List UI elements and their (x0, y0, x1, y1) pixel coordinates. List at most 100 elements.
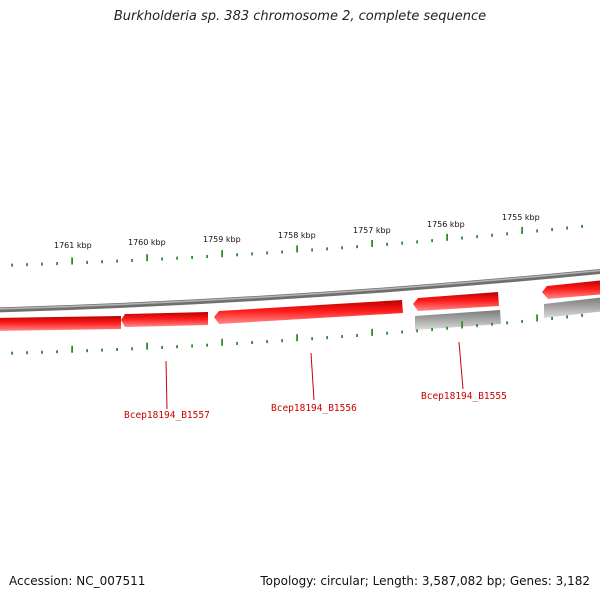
minor-tick (191, 255, 193, 259)
minor-tick (41, 350, 43, 354)
minor-tick (401, 330, 403, 334)
major-tick (146, 254, 148, 262)
major-tick (521, 226, 523, 234)
minor-tick (56, 262, 58, 266)
upper-ticks (11, 224, 583, 267)
major-tick (221, 250, 223, 258)
minor-tick (551, 227, 553, 231)
reverse-strand-genes (415, 297, 600, 330)
major-tick (371, 328, 373, 336)
minor-tick (11, 263, 13, 267)
minor-tick (431, 328, 433, 332)
chromosome-backbone (0, 268, 600, 313)
minor-tick (566, 315, 568, 319)
minor-tick (191, 344, 193, 348)
major-tick (296, 245, 298, 253)
minor-tick (26, 351, 28, 355)
minor-tick (266, 340, 268, 344)
gene-feature-5[interactable] (542, 280, 600, 299)
gene-feature-1[interactable] (0, 316, 121, 331)
minor-tick (566, 226, 568, 230)
major-tick (71, 345, 73, 353)
minor-tick (416, 240, 418, 244)
gene-label-b1556[interactable]: Bcep18194_B1556 (271, 403, 357, 414)
major-tick (296, 334, 298, 342)
scale-label-1755: 1755 kbp (502, 213, 540, 222)
minor-tick (581, 313, 583, 317)
minor-tick (476, 235, 478, 239)
minor-tick (521, 319, 523, 323)
minor-tick (236, 253, 238, 257)
minor-tick (41, 262, 43, 266)
minor-tick (206, 255, 208, 259)
minor-tick (356, 333, 358, 337)
lower-scale-ruler (11, 313, 583, 355)
topology-summary: Topology: circular; Length: 3,587,082 bp… (260, 574, 590, 588)
minor-tick (251, 341, 253, 345)
map-title: Burkholderia sp. 383 chromosome 2, compl… (113, 9, 487, 24)
minor-tick (506, 321, 508, 325)
major-tick (536, 314, 538, 322)
minor-tick (491, 233, 493, 237)
minor-tick (386, 242, 388, 246)
gene-label-leaders (165, 341, 464, 410)
minor-tick (176, 256, 178, 260)
major-tick (71, 257, 73, 265)
major-tick (446, 233, 448, 241)
major-tick (221, 338, 223, 346)
forward-strand-genes (0, 280, 600, 331)
minor-tick (416, 329, 418, 333)
gene-feature-4[interactable] (413, 292, 499, 311)
scale-label-1759: 1759 kbp (203, 235, 241, 244)
minor-tick (161, 257, 163, 261)
minor-tick (326, 336, 328, 340)
gene-feature-7[interactable] (544, 297, 600, 318)
minor-tick (491, 322, 493, 326)
minor-tick (266, 251, 268, 255)
minor-tick (131, 258, 133, 262)
minor-tick (341, 335, 343, 339)
scale-label-1757: 1757 kbp (353, 226, 391, 235)
major-tick (371, 239, 373, 247)
scale-label-1760: 1760 kbp (128, 238, 166, 247)
minor-tick (311, 337, 313, 341)
gene-feature-2[interactable] (121, 312, 208, 327)
minor-tick (476, 324, 478, 328)
major-tick (146, 342, 148, 350)
minor-tick (356, 245, 358, 249)
gene-feature-6[interactable] (415, 310, 501, 330)
minor-tick (251, 252, 253, 256)
minor-tick (446, 326, 448, 330)
minor-tick (581, 224, 583, 228)
minor-tick (161, 345, 163, 349)
minor-tick (101, 260, 103, 264)
minor-tick (536, 229, 538, 233)
major-tick (461, 321, 463, 329)
minor-tick (506, 232, 508, 236)
minor-tick (26, 263, 28, 267)
accession-text: Accession: NC_007511 (9, 574, 146, 588)
minor-tick (551, 316, 553, 320)
minor-tick (131, 347, 133, 351)
minor-tick (101, 348, 103, 352)
minor-tick (176, 345, 178, 349)
scale-label-1758: 1758 kbp (278, 231, 316, 240)
scale-label-1761: 1761 kbp (54, 241, 92, 250)
minor-tick (281, 339, 283, 343)
minor-tick (326, 247, 328, 251)
minor-tick (86, 260, 88, 264)
gene-feature-3[interactable] (214, 300, 403, 324)
minor-tick (311, 248, 313, 252)
minor-tick (236, 341, 238, 345)
minor-tick (116, 347, 118, 351)
minor-tick (386, 331, 388, 335)
minor-tick (281, 250, 283, 254)
minor-tick (206, 343, 208, 347)
gene-label-b1557[interactable]: Bcep18194_B1557 (124, 410, 210, 421)
gene-label-b1555[interactable]: Bcep18194_B1555 (421, 391, 507, 402)
minor-tick (401, 241, 403, 245)
upper-scale-ruler: 1761 kbp 1760 kbp 1759 kbp 1758 kbp 1757… (11, 213, 583, 267)
scale-label-1756: 1756 kbp (427, 220, 465, 229)
